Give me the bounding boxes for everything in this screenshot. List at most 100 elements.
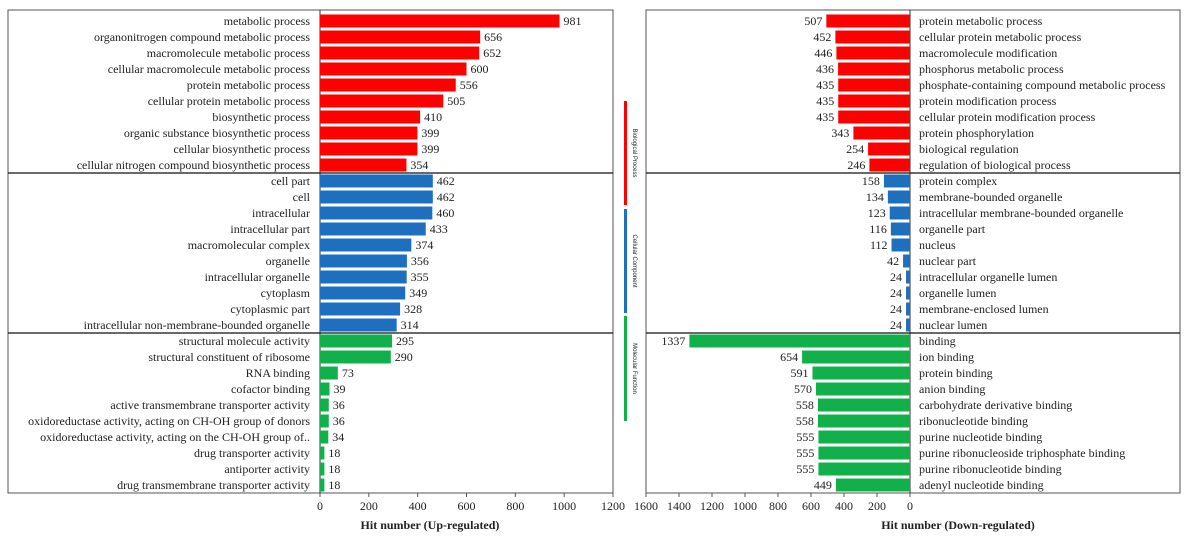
down-value-label: 24 (890, 286, 902, 300)
up-category-label: biosynthetic process (212, 110, 310, 124)
down-bar-macromolecule-modification (836, 46, 910, 60)
up-value-label: 36 (333, 414, 345, 428)
up-bar-cytoplasm (320, 286, 406, 300)
up-category-label: metabolic process (224, 14, 311, 28)
down-value-label: 558 (796, 414, 814, 428)
up-category-label: intracellular organelle (205, 270, 310, 284)
up-category-label: cell part (271, 174, 311, 188)
down-bar-biological-regulation (868, 142, 910, 156)
up-tick-label: 200 (360, 499, 378, 513)
down-value-label: 246 (847, 158, 865, 172)
up-category-label: structural constituent of ribosome (148, 350, 310, 364)
up-value-label: 349 (409, 286, 427, 300)
up-bar-drug-transporter-activity (320, 446, 325, 460)
up-category-label: cell (293, 190, 311, 204)
down-bar-nuclear-part (903, 254, 910, 268)
up-value-label: 314 (401, 318, 419, 332)
up-category-label: oxidoreductase activity, acting on the C… (40, 430, 310, 444)
down-category-label: intracellular membrane-bounded organelle (919, 206, 1123, 220)
down-bar-membrane-enclosed-lumen (906, 302, 910, 316)
down-tick-label: 1000 (733, 499, 757, 513)
down-category-label: protein phosphorylation (919, 126, 1034, 140)
down-category-label: purine ribonucleotide binding (919, 462, 1062, 476)
down-category-label: membrane-enclosed lumen (919, 302, 1049, 316)
up-category-label: macromolecule metabolic process (147, 46, 311, 60)
up-value-label: 374 (415, 238, 433, 252)
down-category-label: carbohydrate derivative binding (919, 398, 1072, 412)
down-category-label: regulation of biological process (919, 158, 1071, 172)
up-bar-organonitrogen-compound-metabolic-process (320, 30, 481, 44)
up-tick-label: 1200 (601, 499, 625, 513)
down-bar-phosphate-containing-compound-metabolic-process (838, 78, 910, 92)
up-bar-biosynthetic-process (320, 110, 421, 124)
down-value-label: 123 (868, 206, 886, 220)
down-category-label: ribonucleotide binding (919, 414, 1028, 428)
down-frame (645, 9, 1181, 494)
up-bar-cellular-nitrogen-compound-biosynthetic-process (320, 158, 407, 172)
up-bar-cellular-biosynthetic-process (320, 142, 418, 156)
down-bar-cellular-protein-metabolic-process (835, 30, 910, 44)
down-bar-purine-nucleotide-binding (818, 430, 910, 444)
up-value-label: 39 (334, 382, 346, 396)
up-bar-metabolic-process (320, 14, 560, 28)
legend-swatch-biological-process (624, 101, 627, 205)
up-bar-cell-part (320, 174, 433, 188)
down-value-label: 116 (869, 222, 887, 236)
up-category-label: protein metabolic process (187, 78, 311, 92)
up-value-label: 399 (421, 126, 439, 140)
legend-label-cellular-component: Cellular Component (631, 234, 637, 287)
down-bar-adenyl-nucleotide-binding (835, 478, 910, 492)
up-category-label: cytoplasm (261, 286, 311, 300)
up-category-label: cellular macromolecule metabolic process (108, 62, 311, 76)
down-bar-ribonucleotide-binding (817, 414, 910, 428)
down-category-label: organelle part (919, 222, 986, 236)
down-value-label: 24 (890, 270, 902, 284)
up-tick-label: 400 (409, 499, 427, 513)
down-bar-nucleus (891, 238, 910, 252)
up-category-label: active transmembrane transporter activit… (110, 398, 310, 412)
down-bar-purine-ribonucleoside-triphosphate-binding (818, 446, 910, 460)
up-bar-intracellular-organelle (320, 270, 407, 284)
up-value-label: 460 (436, 206, 454, 220)
up-value-label: 433 (430, 222, 448, 236)
down-bar-purine-ribonucleotide-binding (818, 462, 910, 476)
up-category-label: RNA binding (246, 366, 310, 380)
down-bar-membrane-bounded-organelle (887, 190, 910, 204)
up-value-label: 410 (424, 110, 442, 124)
up-value-label: 652 (483, 46, 501, 60)
up-category-label: structural molecule activity (179, 334, 310, 348)
down-category-label: macromolecule modification (919, 46, 1057, 60)
up-category-label: cellular biosynthetic process (173, 142, 310, 156)
down-value-label: 570 (794, 382, 812, 396)
down-category-label: phosphate-containing compound metabolic … (919, 78, 1166, 92)
up-bar-structural-molecule-activity (320, 334, 393, 348)
down-value-label: 112 (870, 238, 888, 252)
down-bar-nuclear-lumen (906, 318, 910, 332)
up-bar-drug-transmembrane-transporter-activity (320, 478, 325, 492)
up-bar-intracellular-part (320, 222, 426, 236)
up-tick-label: 600 (458, 499, 476, 513)
down-bar-protein-modification-process (838, 94, 910, 108)
down-bar-binding (689, 334, 910, 348)
up-bar-structural-constituent-of-ribosome (320, 350, 391, 364)
up-value-label: 356 (411, 254, 429, 268)
down-bar-protein-binding (812, 366, 910, 380)
up-bar-intracellular-non-membrane-bounded-organelle (320, 318, 397, 332)
down-value-label: 555 (796, 446, 814, 460)
up-category-label: antiporter activity (224, 462, 310, 476)
up-category-label: intracellular non-membrane-bounded organ… (84, 318, 310, 332)
down-category-label: ion binding (919, 350, 974, 364)
up-regulated-chart: 981 metabolic process 656 organonitrogen co… (7, 9, 625, 532)
up-tick-label: 1000 (552, 499, 576, 513)
down-value-label: 42 (887, 254, 899, 268)
up-category-label: cofactor binding (231, 382, 310, 396)
down-category-label: nucleus (919, 238, 956, 252)
up-category-label: oxidoreductase activity, acting on CH-OH… (28, 414, 310, 428)
down-category-label: phosphorus metabolic process (919, 62, 1064, 76)
down-bar-phosphorus-metabolic-process (838, 62, 910, 76)
down-bar-organelle-lumen (906, 286, 910, 300)
down-bar-protein-complex (883, 174, 910, 188)
down-value-label: 446 (814, 46, 832, 60)
up-value-label: 18 (328, 478, 340, 492)
